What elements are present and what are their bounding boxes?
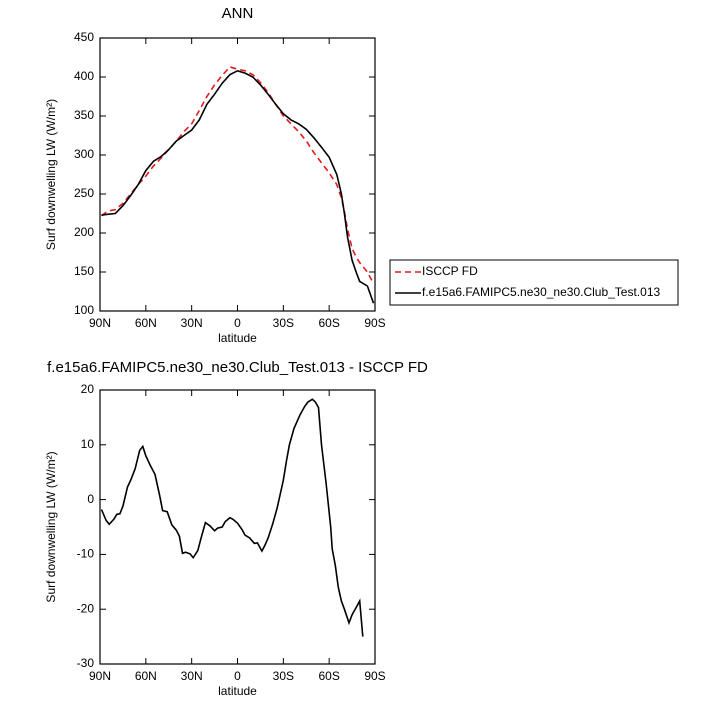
y-tick-label: 100 xyxy=(74,303,94,317)
legend-label: f.e15a6.FAMIPC5.ne30_ne30.Club_Test.013 xyxy=(422,285,660,299)
y-tick-label: -30 xyxy=(77,656,95,670)
data-line xyxy=(100,398,364,637)
x-tick-label: 30N xyxy=(181,669,203,683)
x-axis-label: latitude xyxy=(218,331,257,345)
chart-title: f.e15a6.FAMIPC5.ne30_ne30.Club_Test.013 … xyxy=(47,359,428,376)
y-tick-label: 10 xyxy=(81,437,95,451)
x-tick-label: 90S xyxy=(364,316,385,330)
plot-frame xyxy=(99,389,376,665)
y-tick-label: 450 xyxy=(74,30,94,44)
y-tick-label: 150 xyxy=(74,264,94,278)
x-tick-label: 60S xyxy=(318,669,339,683)
legend-label: ISCCP FD xyxy=(422,264,478,278)
y-tick-label: 200 xyxy=(74,225,94,239)
x-tick-label: 90S xyxy=(364,669,385,683)
y-axis-label: Surf downwelling LW (W/m²) xyxy=(44,451,58,602)
y-tick-label: 300 xyxy=(74,147,94,161)
x-tick-label: 0 xyxy=(234,316,241,330)
y-tick-label: -20 xyxy=(77,601,95,615)
x-tick-label: 30S xyxy=(273,316,294,330)
x-tick-label: 90N xyxy=(89,669,111,683)
data-line xyxy=(101,65,375,285)
x-tick-label: 90N xyxy=(89,316,111,330)
x-tick-label: 30S xyxy=(273,669,294,683)
y-tick-label: 0 xyxy=(87,492,94,506)
y-tick-label: 250 xyxy=(74,186,94,200)
y-tick-label: -10 xyxy=(77,547,95,561)
x-axis-label: latitude xyxy=(218,684,257,698)
x-tick-label: 30N xyxy=(181,316,203,330)
x-tick-label: 60N xyxy=(135,316,157,330)
data-line xyxy=(101,69,375,304)
x-tick-label: 60N xyxy=(135,669,157,683)
y-tick-label: 350 xyxy=(74,108,94,122)
x-tick-label: 60S xyxy=(318,316,339,330)
plot-frame xyxy=(99,37,376,312)
y-tick-label: 20 xyxy=(81,382,95,396)
x-tick-label: 0 xyxy=(234,669,241,683)
y-axis-label: Surf downwelling LW (W/m²) xyxy=(44,99,58,250)
y-tick-label: 400 xyxy=(74,69,94,83)
legend-box xyxy=(389,259,679,306)
chart-title: ANN xyxy=(222,5,254,22)
